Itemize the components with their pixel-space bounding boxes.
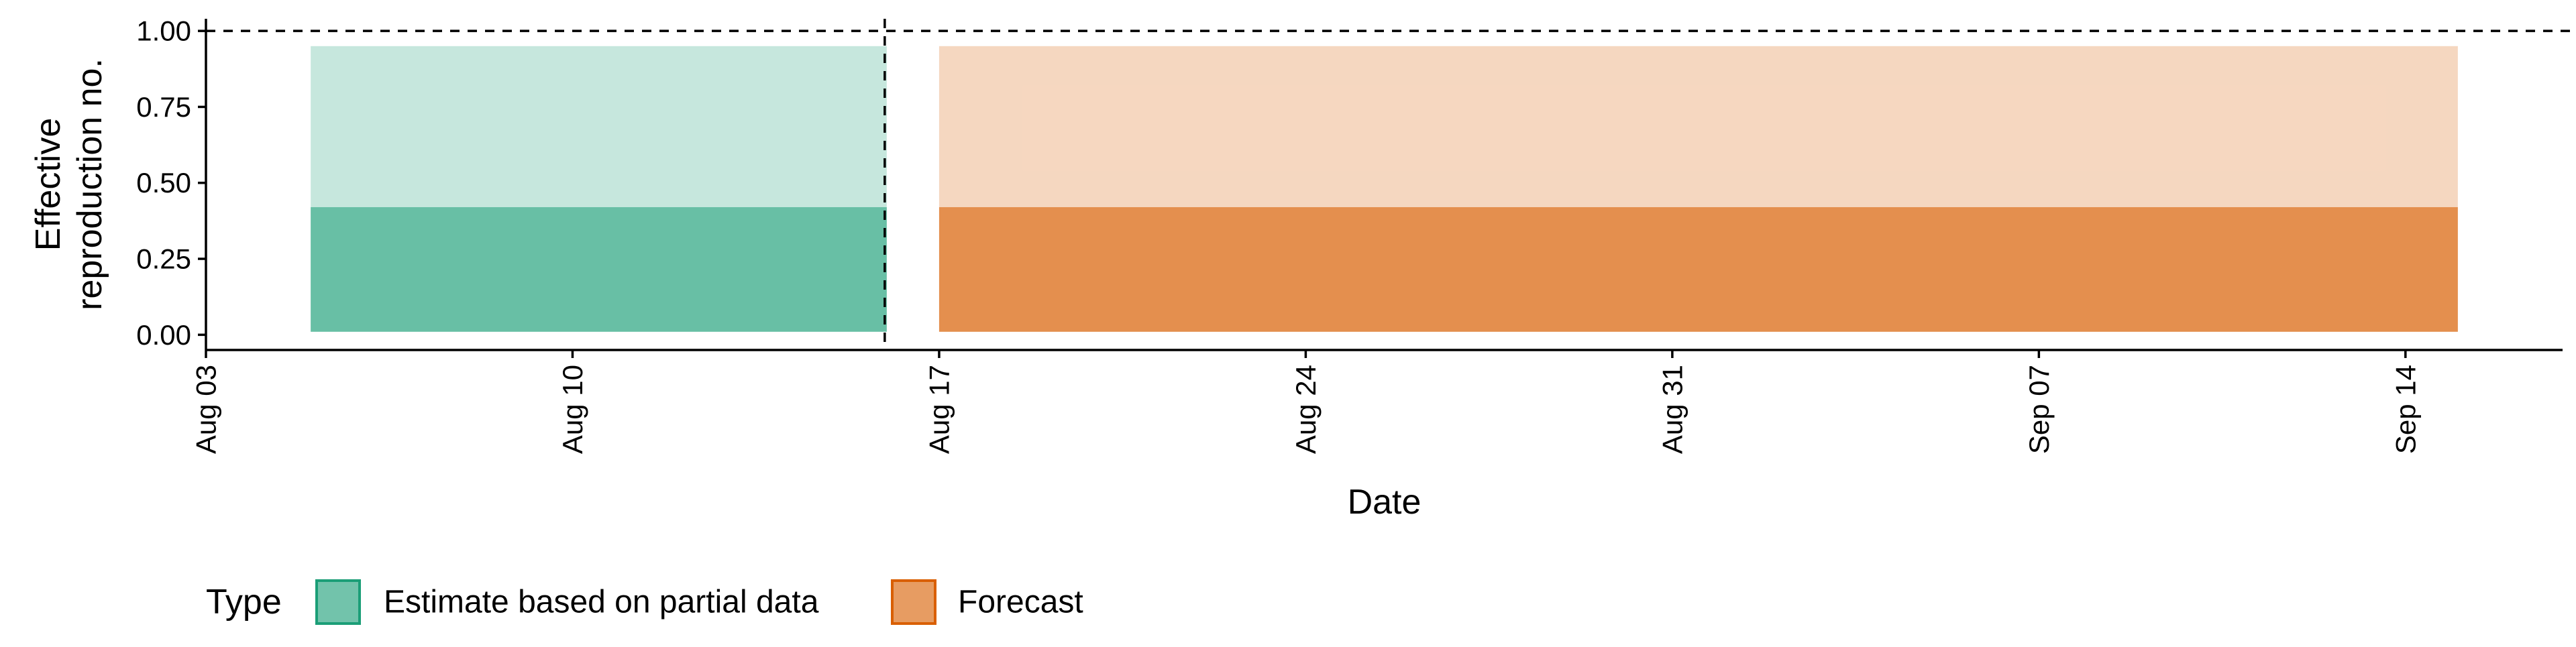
x-ticks: Aug 03 Aug 10 Aug 17 Aug 24 Aug 31 Sep 07 Sep …: [191, 350, 2421, 454]
legend-item-label: Estimate based on partial data: [384, 585, 819, 620]
legend-key-swatch: [891, 579, 936, 625]
y-axis-title-line: Effective: [29, 118, 68, 251]
x-tick-label: Aug 31: [1656, 365, 1688, 454]
legend-item-label: Forecast: [958, 585, 1083, 620]
legend-key-swatch: [315, 579, 361, 625]
y-tick-label: 0.75: [136, 91, 191, 123]
x-tick-label: Aug 17: [923, 365, 955, 454]
x-axis-title: Date: [1348, 483, 1421, 522]
x-tick-label: Aug 24: [1290, 365, 1322, 454]
bands-layer: [311, 46, 2458, 332]
y-tick-label: 1.00: [136, 15, 191, 47]
x-tick-label: Sep 07: [2023, 365, 2055, 454]
x-tick-label: Sep 14: [2390, 365, 2421, 454]
series-0-band-1: [311, 207, 887, 332]
y-tick-label: 0.25: [136, 243, 191, 275]
x-tick-label: Aug 03: [191, 365, 222, 454]
reference-lines: [206, 19, 2576, 350]
y-axis-title-line: reproduction no.: [70, 58, 109, 310]
axes: [205, 19, 2563, 351]
y-tick-label: 0.00: [136, 319, 191, 351]
y-ticks: 0.00 0.25 0.50 0.75 1.00: [136, 15, 206, 351]
x-tick-label: Aug 10: [557, 365, 588, 454]
legend: Type Estimate based on partial data Foreca…: [206, 579, 1083, 625]
series-1-band-1: [938, 207, 2458, 332]
legend-title: Type: [206, 583, 282, 622]
y-tick-label: 0.50: [136, 167, 191, 198]
axis-labels: Date Effective reproduction no.: [29, 58, 1421, 522]
